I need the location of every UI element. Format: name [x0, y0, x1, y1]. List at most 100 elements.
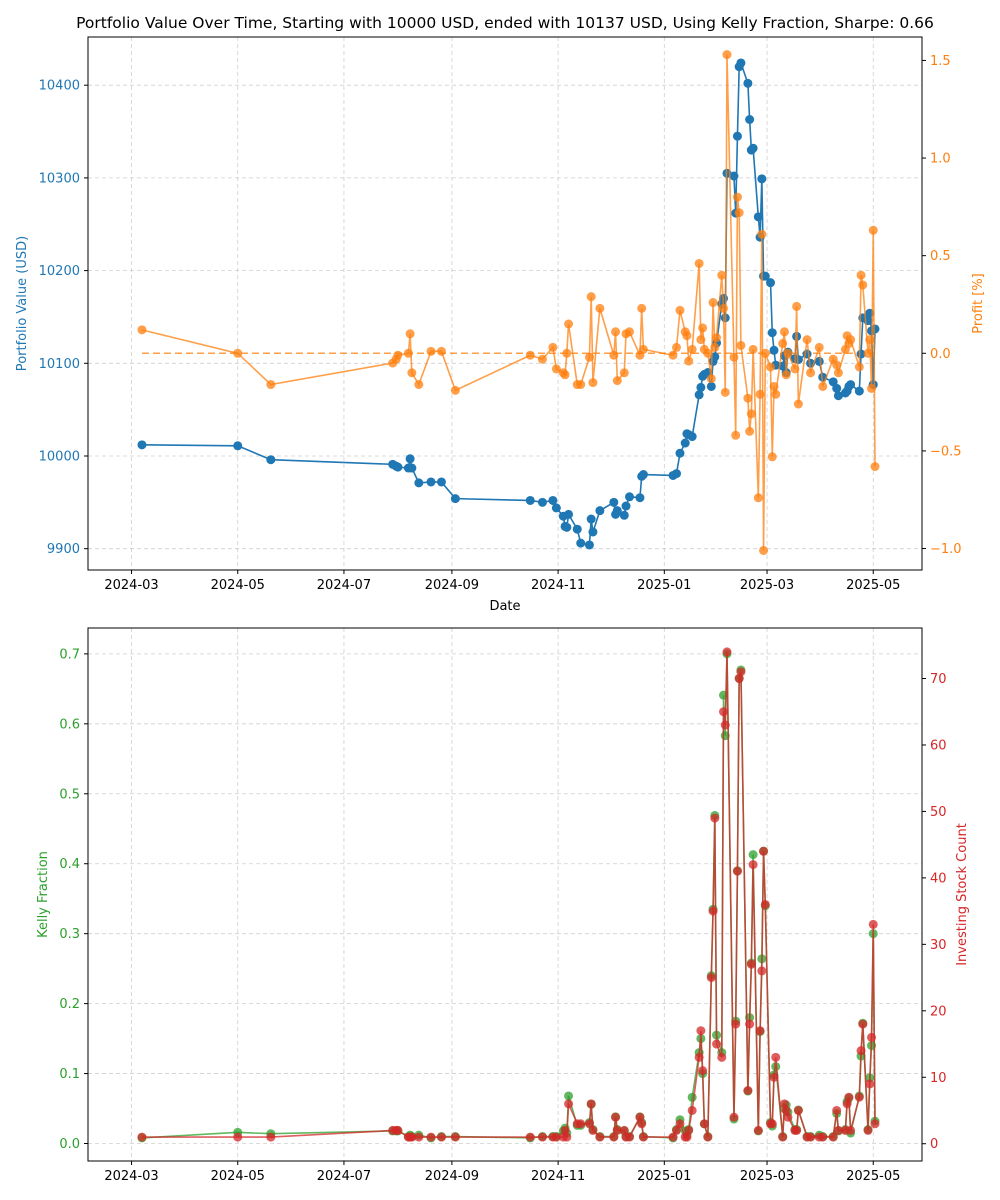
data-point [745, 426, 755, 436]
y-tick-label: 0.1 [59, 1067, 80, 1082]
data-point [833, 391, 843, 401]
data-point [854, 386, 864, 396]
data-point [233, 1132, 243, 1142]
data-point [699, 1119, 709, 1129]
y2-tick-label: 1.0 [930, 152, 951, 167]
data-point [624, 327, 634, 337]
data-point [746, 959, 756, 969]
data-point [854, 1092, 864, 1102]
y2-tick-label: 0 [930, 1137, 938, 1152]
data-point [778, 1132, 788, 1142]
data-point [729, 171, 739, 181]
data-point [586, 292, 596, 302]
data-point [564, 1091, 574, 1101]
data-point [736, 340, 746, 350]
data-point [393, 1125, 403, 1135]
x-tick-label: 2024-07 [317, 578, 371, 593]
data-point [624, 1132, 634, 1142]
plot-frame [87, 627, 923, 1162]
data-point [405, 454, 415, 464]
data-point [426, 1132, 436, 1142]
x-tick-label: 2024-09 [425, 578, 479, 593]
y2-tick-label: −1.0 [930, 542, 962, 557]
data-point [638, 1132, 648, 1142]
data-point [745, 1019, 755, 1029]
data-point [621, 501, 631, 511]
data-point [771, 1052, 781, 1062]
data-point [576, 1119, 586, 1129]
data-point [266, 455, 276, 465]
y-tick-label: 9900 [47, 542, 80, 557]
data-point [450, 494, 460, 504]
data-point [868, 225, 878, 235]
y-axis-label: Portfolio Value (USD) [15, 236, 30, 371]
data-point [755, 389, 765, 399]
y2-tick-label: 10 [930, 1071, 947, 1086]
data-point [584, 352, 594, 362]
x-tick-label: 2024-07 [317, 1169, 371, 1184]
data-point [760, 899, 770, 909]
y2-tick-label: −0.5 [930, 444, 962, 459]
data-point [731, 1019, 741, 1029]
x-tick-label: 2024-05 [211, 578, 265, 593]
data-point [771, 389, 781, 399]
y-axis-label: Kelly Fraction [36, 851, 51, 938]
data-point [414, 478, 424, 488]
data-point [846, 335, 856, 345]
y-tick-label: 0.7 [59, 647, 80, 662]
plot-frame [87, 36, 923, 571]
data-point [806, 1132, 816, 1142]
data-point [757, 966, 767, 976]
series-2 [137, 647, 880, 1142]
data-point [588, 1125, 598, 1135]
chart-panel-2: 2024-03 2024-05 2024-07 2024-09 2024-11 2025-… [36, 627, 970, 1184]
data-point [818, 1132, 828, 1142]
data-point [759, 846, 769, 856]
data-point [687, 432, 697, 442]
data-point [771, 1062, 781, 1072]
data-point [548, 342, 558, 352]
data-point [624, 492, 634, 502]
data-point [708, 906, 718, 916]
data-point [757, 174, 767, 184]
series-1 [137, 58, 880, 550]
data-point [668, 350, 678, 360]
data-point [863, 348, 873, 358]
data-point [687, 344, 697, 354]
data-point [806, 368, 816, 378]
data-point [595, 506, 605, 516]
data-point [407, 1132, 417, 1142]
data-point [759, 545, 769, 555]
x-tick-label: 2025-03 [740, 578, 794, 593]
data-point [706, 973, 716, 983]
data-point [562, 348, 572, 358]
data-point [793, 399, 803, 409]
x-tick-label: 2024-03 [104, 578, 158, 593]
data-point [846, 380, 856, 390]
data-point [858, 280, 868, 290]
data-point [698, 1066, 708, 1076]
data-point [137, 1132, 147, 1142]
data-point [732, 192, 742, 202]
data-point [844, 1092, 854, 1102]
x-tick-label: 2024-09 [425, 1169, 479, 1184]
data-point [694, 390, 704, 400]
data-point [856, 1046, 866, 1056]
data-point [766, 278, 776, 288]
data-point [562, 1132, 572, 1142]
data-point [696, 335, 706, 345]
data-point [684, 1125, 694, 1135]
data-point [736, 667, 746, 677]
data-point [525, 350, 535, 360]
data-point [684, 356, 694, 366]
data-point [717, 1052, 727, 1062]
data-point [635, 493, 645, 503]
data-point [680, 438, 690, 448]
data-point [719, 707, 729, 717]
data-point [595, 1132, 605, 1142]
data-point [698, 323, 708, 333]
data-point [586, 514, 596, 524]
data-point [867, 1032, 877, 1042]
data-point [551, 503, 561, 513]
